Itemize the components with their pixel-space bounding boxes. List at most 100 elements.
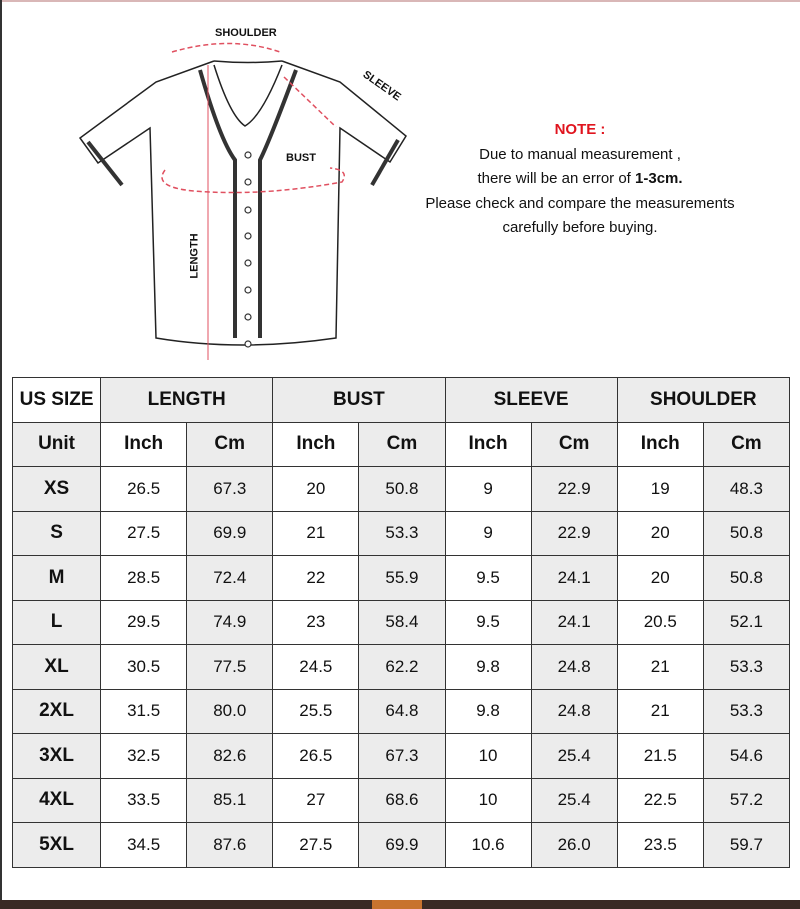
value-cell: 69.9 bbox=[358, 822, 446, 868]
value-cell: 28.5 bbox=[100, 555, 188, 601]
value-cell: 22.5 bbox=[616, 777, 704, 823]
value-cell: 48.3 bbox=[702, 466, 791, 512]
value-cell: 24.1 bbox=[530, 599, 618, 645]
value-cell: 32.5 bbox=[100, 733, 188, 779]
table-row: 5XL 34.5 87.6 27.5 69.9 10.6 26.0 23.5 59.7 bbox=[11, 822, 791, 868]
bust-label: BUST bbox=[286, 152, 316, 164]
value-cell: 9.8 bbox=[444, 644, 532, 690]
value-cell: 30.5 bbox=[100, 644, 188, 690]
value-cell: 57.2 bbox=[702, 777, 791, 823]
table-row: XS 26.5 67.3 20 50.8 9 22.9 19 48.3 bbox=[11, 466, 791, 512]
value-cell: 87.6 bbox=[186, 822, 274, 868]
value-cell: 29.5 bbox=[100, 599, 188, 645]
value-cell: 20 bbox=[272, 466, 360, 512]
group-header-bust: BUST bbox=[272, 377, 446, 423]
size-cell: S bbox=[11, 510, 102, 556]
value-cell: 53.3 bbox=[702, 644, 791, 690]
unit-header: Inch bbox=[616, 421, 704, 467]
unit-header: Cm bbox=[702, 421, 791, 467]
note-line-2: there will be an error of 1-3cm. bbox=[400, 167, 760, 192]
value-cell: 25.5 bbox=[272, 688, 360, 734]
value-cell: 10 bbox=[444, 777, 532, 823]
value-cell: 22.9 bbox=[530, 510, 618, 556]
value-cell: 20 bbox=[616, 555, 704, 601]
value-cell: 68.6 bbox=[358, 777, 446, 823]
value-cell: 24.8 bbox=[530, 644, 618, 690]
value-cell: 67.3 bbox=[358, 733, 446, 779]
value-cell: 25.4 bbox=[530, 733, 618, 779]
table-row: 2XL 31.5 80.0 25.5 64.8 9.8 24.8 21 53.3 bbox=[11, 688, 791, 734]
value-cell: 26.5 bbox=[100, 466, 188, 512]
value-cell: 53.3 bbox=[702, 688, 791, 734]
top-border bbox=[0, 0, 800, 2]
table-row: M 28.5 72.4 22 55.9 9.5 24.1 20 50.8 bbox=[11, 555, 791, 601]
baseball-jersey-icon bbox=[78, 42, 407, 360]
size-cell: 2XL bbox=[11, 688, 102, 734]
note-title: NOTE : bbox=[554, 121, 606, 138]
value-cell: 72.4 bbox=[186, 555, 274, 601]
value-cell: 22 bbox=[272, 555, 360, 601]
note-line-4: carefully before buying. bbox=[502, 219, 658, 236]
value-cell: 82.6 bbox=[186, 733, 274, 779]
size-header: US SIZE bbox=[11, 377, 102, 423]
measurement-note: NOTE : Due to manual measurement , there… bbox=[400, 118, 760, 241]
note-line-3: Please check and compare the measurement… bbox=[425, 194, 735, 212]
value-cell: 20 bbox=[616, 510, 704, 556]
value-cell: 9.5 bbox=[444, 555, 532, 601]
shirt-diagram: SHOULDER SLEEVE BUST LENGTH bbox=[60, 20, 420, 360]
table-row: XL 30.5 77.5 24.5 62.2 9.8 24.8 21 53.3 bbox=[11, 644, 791, 690]
table-row: 3XL 32.5 82.6 26.5 67.3 10 25.4 21.5 54.6 bbox=[11, 733, 791, 779]
size-cell: 3XL bbox=[11, 733, 102, 779]
value-cell: 22.9 bbox=[530, 466, 618, 512]
value-cell: 23.5 bbox=[616, 822, 704, 868]
unit-header: Cm bbox=[358, 421, 446, 467]
value-cell: 21 bbox=[616, 644, 704, 690]
size-chart-table: US SIZE LENGTH BUST SLEEVE SHOULDER Unit… bbox=[11, 377, 791, 868]
unit-header: Cm bbox=[186, 421, 274, 467]
value-cell: 85.1 bbox=[186, 777, 274, 823]
size-cell: 4XL bbox=[11, 777, 102, 823]
value-cell: 74.9 bbox=[186, 599, 274, 645]
value-cell: 59.7 bbox=[702, 822, 791, 868]
size-cell: XS bbox=[11, 466, 102, 512]
table-row: S 27.5 69.9 21 53.3 9 22.9 20 50.8 bbox=[11, 510, 791, 556]
value-cell: 24.5 bbox=[272, 644, 360, 690]
value-cell: 55.9 bbox=[358, 555, 446, 601]
value-cell: 9 bbox=[444, 466, 532, 512]
value-cell: 50.8 bbox=[702, 510, 791, 556]
unit-label: Unit bbox=[11, 421, 102, 467]
value-cell: 77.5 bbox=[186, 644, 274, 690]
value-cell: 21 bbox=[272, 510, 360, 556]
value-cell: 19 bbox=[616, 466, 704, 512]
value-cell: 31.5 bbox=[100, 688, 188, 734]
value-cell: 67.3 bbox=[186, 466, 274, 512]
table-row: 4XL 33.5 85.1 27 68.6 10 25.4 22.5 57.2 bbox=[11, 777, 791, 823]
length-label: LENGTH bbox=[188, 233, 201, 279]
size-cell: M bbox=[11, 555, 102, 601]
value-cell: 9.5 bbox=[444, 599, 532, 645]
note-line-1: Due to manual measurement , bbox=[479, 145, 681, 163]
value-cell: 34.5 bbox=[100, 822, 188, 868]
unit-header: Inch bbox=[444, 421, 532, 467]
left-border bbox=[0, 0, 2, 900]
value-cell: 50.8 bbox=[702, 555, 791, 601]
value-cell: 9 bbox=[444, 510, 532, 556]
value-cell: 25.4 bbox=[530, 777, 618, 823]
value-cell: 27.5 bbox=[272, 822, 360, 868]
value-cell: 10 bbox=[444, 733, 532, 779]
size-cell: XL bbox=[11, 644, 102, 690]
value-cell: 27.5 bbox=[100, 510, 188, 556]
value-cell: 80.0 bbox=[186, 688, 274, 734]
value-cell: 9.8 bbox=[444, 688, 532, 734]
value-cell: 69.9 bbox=[186, 510, 274, 556]
group-header-length: LENGTH bbox=[100, 377, 274, 423]
value-cell: 24.1 bbox=[530, 555, 618, 601]
note-error-range: 1-3cm. bbox=[635, 170, 683, 187]
value-cell: 26.5 bbox=[272, 733, 360, 779]
group-header-row: US SIZE LENGTH BUST SLEEVE SHOULDER bbox=[11, 377, 791, 423]
value-cell: 52.1 bbox=[702, 599, 791, 645]
value-cell: 33.5 bbox=[100, 777, 188, 823]
unit-header: Inch bbox=[100, 421, 188, 467]
value-cell: 10.6 bbox=[444, 822, 532, 868]
size-cell: L bbox=[11, 599, 102, 645]
